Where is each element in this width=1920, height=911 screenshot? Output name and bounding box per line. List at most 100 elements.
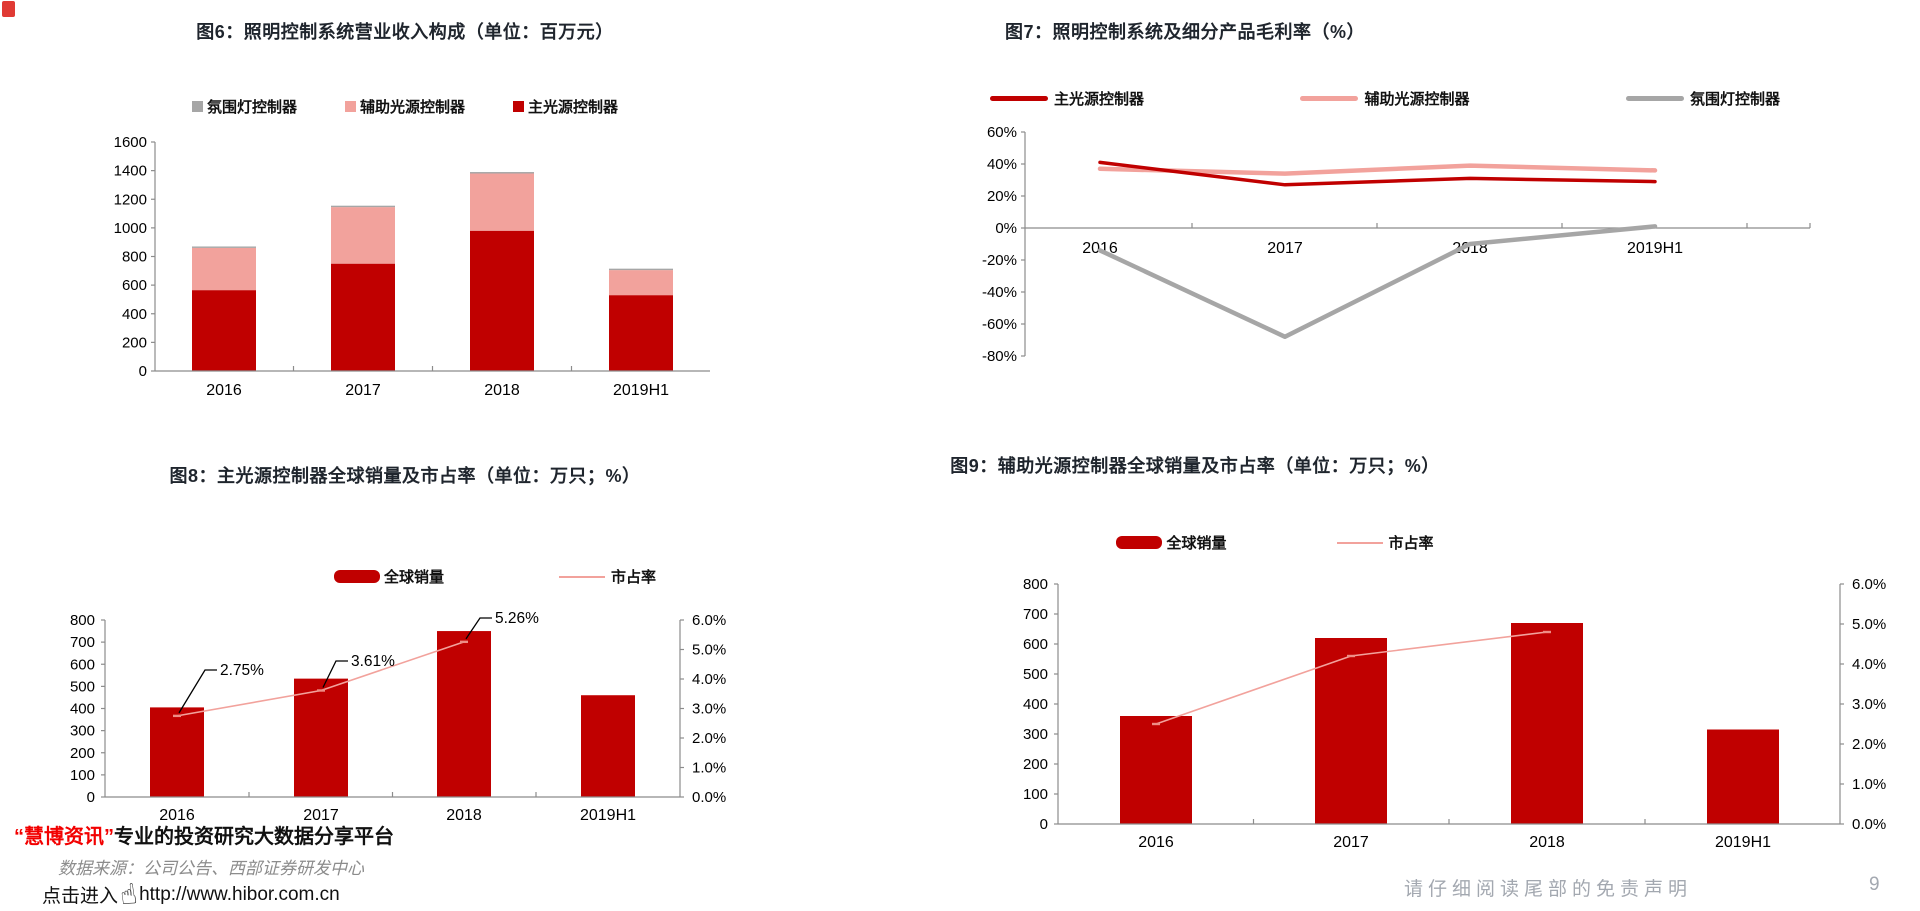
bar-segment-fig6 [470,173,534,231]
hibor-brand-name: “慧博资讯” [14,826,114,848]
y2-axis-tick-label: 2.0% [692,730,726,747]
data-source-note: 数据来源：公司公告、西部证券研发中心 [58,859,364,878]
plot-fig9: 0 100 200 300 400 500 600 700 800 0.0% 1.0% 2.0% 3.0… [1023,576,1886,851]
y-axis-tick-label: 0 [1040,816,1048,833]
legend-fig8: 全球销量 市占率 [195,566,795,587]
legend-swatch [333,570,380,583]
bar-segment-fig6 [609,295,673,371]
callout-leader [465,617,492,640]
legend-label: 市占率 [1388,535,1434,552]
x-axis-category-label: 2019H1 [1715,834,1771,851]
bar-fig9 [1315,638,1387,824]
series-line-辅助光源控制器 [1097,163,1658,176]
legend-item: 辅助光源控制器 [1300,88,1470,109]
plot-fig8: 0 100 200 300 400 500 600 700 800 0.0% 1.0% 2.0% 3.0… [70,610,726,824]
legend-fig9: 全球销量 市占率 [935,532,1615,553]
chart-title-fig9: 图9：辅助光源控制器全球销量及市占率（单位：万只；%） [950,456,1440,476]
legend-swatch [1300,96,1359,101]
bar-fig8 [437,631,491,797]
x-axis-category-label: 2016 [206,382,242,399]
legend-swatch [1116,536,1163,549]
y-axis-tick-label: 400 [122,306,147,323]
legend-swatch [1336,541,1383,544]
chart-title-fig6: 图6：照明控制系统营业收入构成（单位：百万元） [196,22,614,42]
legend-item: 氛围灯控制器 [1625,88,1780,109]
bar-segment-fig6 [331,263,395,371]
legend-item: 辅助光源控制器 [344,96,465,117]
y-axis-tick-label: 20% [987,188,1017,205]
plot-fig6: 0 200 400 600 800 1000 1200 1400 1600 2016 2017 201… [114,134,710,399]
chart-fig8: 图8：主光源控制器全球销量及市占率（单位：万只；%） 全球销量 市占率 0 100 2… [55,450,755,892]
point-label: 3.61% [351,653,395,670]
legend-swatch [191,101,203,112]
bar-segment-fig6 [470,230,534,371]
hibor-tagline-line: “慧博资讯”专业的投资研究大数据分享平台 [14,820,394,849]
bar-segment-fig6 [192,246,256,248]
click-enter-label: 点击进入 [42,886,119,907]
legend-item: 全球销量 [333,566,444,587]
legend-swatch [344,101,356,112]
callout-leader [322,660,348,688]
legend-item: 全球销量 [1116,532,1227,553]
legend-label: 全球销量 [1166,535,1227,552]
legend-swatch [990,96,1048,101]
legend-swatch [559,575,605,578]
legend-label: 氛围灯控制器 [206,99,297,116]
legend-label: 主光源控制器 [528,99,619,116]
y-axis-tick-label: 700 [70,634,95,651]
bar-segment-fig6 [609,270,673,296]
y2-axis-tick-label: 0.0% [1852,816,1886,833]
y2-axis-tick-label: 5.0% [692,642,726,659]
y-axis-tick-label: 600 [122,277,147,294]
bar-fig8 [150,707,204,797]
x-axis-category-label: 2016 [159,807,195,824]
y-axis-tick-label: 0 [87,789,95,806]
x-axis-category-label: 2017 [303,807,339,824]
legend-label: 全球销量 [383,569,444,586]
x-axis-category-label: 2016 [1138,834,1174,851]
y-axis-tick-label: 40% [987,156,1017,173]
legend-fig7: 主光源控制器 辅助光源控制器 氛围灯控制器 [990,88,1780,109]
hibor-url-link[interactable]: http://www.hibor.com.cn [139,883,340,905]
y-axis-tick-label: 400 [1023,696,1048,713]
bar-segment-fig6 [609,268,673,271]
y-axis-tick-label: 100 [70,767,95,784]
y-axis-tick-label: 200 [122,334,147,351]
y2-axis-tick-label: 0.0% [692,789,726,806]
x-axis-category-label: 2018 [484,382,520,399]
bar-fig8 [581,695,635,797]
chart-fig9: 图9：辅助光源控制器全球销量及市占率（单位：万只；%） 全球销量 市占率 0 100… [935,440,1920,892]
bar-fig9 [1707,729,1779,824]
y-axis-tick-label: -60% [982,316,1017,333]
x-axis-category-label: 2019H1 [613,382,669,399]
y-axis-tick-label: 800 [1023,576,1048,593]
y-axis-tick-label: 1600 [114,134,147,151]
legend-label: 辅助光源控制器 [1364,91,1470,108]
chart-title-fig8: 图8：主光源控制器全球销量及市占率（单位：万只；%） [169,466,641,486]
y-axis-tick-label: 600 [1023,636,1048,653]
x-axis-category-label: 2019H1 [580,807,636,824]
series-line-主光源控制器 [1098,160,1657,187]
y2-axis-tick-label: 3.0% [1852,696,1886,713]
hand-cursor-icon: ☝ [117,877,140,911]
y-axis-tick-label: 500 [70,678,95,695]
x-axis-category-label: 2017 [345,382,381,399]
y2-axis-tick-label: 1.0% [1852,776,1886,793]
legend-item: 市占率 [559,566,656,587]
legend-item: 主光源控制器 [513,96,618,117]
legend-label: 市占率 [611,569,657,586]
chart-title-fig7: 图7：照明控制系统及细分产品毛利率（%） [1004,22,1365,42]
bar-segment-fig6 [331,207,395,264]
legend-label: 辅助光源控制器 [359,99,465,116]
y2-axis-tick-label: 2.0% [1852,736,1886,753]
bar-segment-fig6 [192,247,256,291]
y-axis-tick-label: 800 [70,612,95,629]
x-axis-category-label: 2018 [446,807,482,824]
legend-swatch [513,101,524,112]
point-label: 5.26% [495,610,539,627]
x-axis-category-label: 2019H1 [1627,240,1683,257]
y-axis-tick-label: 0% [995,220,1017,237]
bar-fig9 [1120,716,1192,824]
plot-fig7: -80%-60%-40%-20%0%20%40%60%2016 2017 2018 2… [982,124,1811,365]
y-axis-tick-label: 800 [122,249,147,266]
